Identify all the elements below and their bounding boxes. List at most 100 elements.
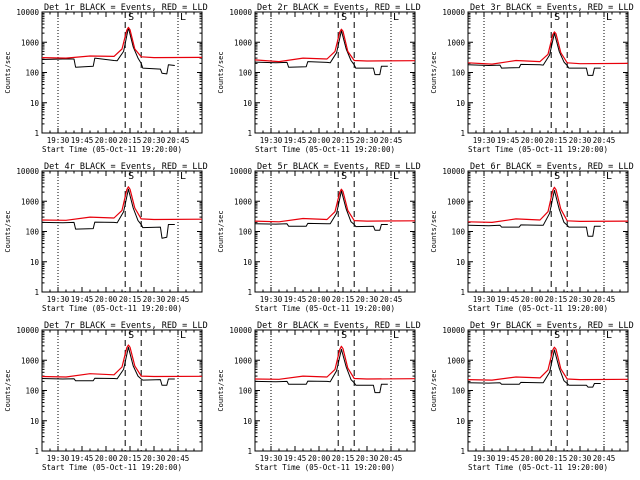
y-tick-label: 1 (247, 129, 252, 138)
y-tick-label: 1 (460, 288, 465, 297)
marker-letter-l: L (180, 171, 186, 182)
y-axis-label: Counts/sec (217, 369, 225, 411)
series-lld-line (467, 346, 629, 381)
series-lld-line (41, 186, 203, 221)
marker-letter-s: S (554, 171, 560, 182)
x-tick-label: 19:45 (71, 454, 94, 463)
panel-title: Det 6r BLACK = Events, RED = LLD (470, 162, 634, 172)
x-tick-label: 19:45 (71, 136, 94, 145)
y-tick-label: 1000 (21, 197, 40, 206)
y-tick-label: 100 (451, 387, 465, 396)
y-tick-label: 1000 (234, 38, 253, 47)
series-events-line (254, 30, 388, 76)
x-tick-label: 19:30 (473, 136, 496, 145)
y-tick-label: 1 (34, 447, 39, 456)
x-tick-label: 20:15 (545, 454, 568, 463)
x-axis-label: Start Time (05-Oct-11 19:20:00) (255, 145, 395, 154)
x-tick-label: 20:00 (308, 454, 331, 463)
x-tick-label: 20:00 (521, 136, 544, 145)
x-axis-label: Start Time (05-Oct-11 19:20:00) (468, 463, 608, 472)
x-tick-label: 20:15 (545, 136, 568, 145)
x-tick-label: 20:45 (593, 136, 616, 145)
y-tick-label: 1000 (234, 356, 253, 365)
x-tick-label: 20:00 (95, 136, 118, 145)
series-events-line (41, 346, 175, 386)
series-lld-line (254, 345, 416, 380)
y-tick-label: 1000 (21, 356, 40, 365)
y-tick-label: 100 (451, 69, 465, 78)
marker-letter-s: S (554, 12, 560, 23)
series-events-line (41, 188, 175, 239)
x-axis-label: Start Time (05-Oct-11 19:20:00) (42, 463, 182, 472)
x-tick-label: 20:00 (521, 295, 544, 304)
x-axis-label: Start Time (05-Oct-11 19:20:00) (255, 304, 395, 313)
y-tick-label: 100 (238, 69, 252, 78)
x-tick-label: 20:00 (95, 454, 118, 463)
marker-letter-s: S (128, 330, 134, 341)
y-tick-label: 10000 (229, 8, 252, 17)
y-tick-label: 10000 (229, 167, 252, 176)
y-tick-label: 10000 (16, 326, 39, 335)
x-axis-label: Start Time (05-Oct-11 19:20:00) (255, 463, 395, 472)
detector-panel-9: Det 9r BLACK = Events, RED = LLD 1 10 100 10… (430, 321, 634, 472)
marker-letter-l: L (606, 12, 612, 23)
series-lld-line (41, 26, 203, 59)
y-tick-label: 1 (460, 129, 465, 138)
y-tick-label: 1000 (447, 197, 466, 206)
marker-letter-s: S (341, 330, 347, 341)
detector-panel-6: Det 6r BLACK = Events, RED = LLD 1 10 100 10… (430, 162, 634, 313)
x-tick-label: 20:30 (569, 136, 592, 145)
x-axis-label: Start Time (05-Oct-11 19:20:00) (468, 145, 608, 154)
y-tick-label: 100 (238, 228, 252, 237)
y-tick-label: 10 (243, 99, 253, 108)
marker-letter-l: L (180, 330, 186, 341)
x-tick-label: 20:45 (380, 454, 403, 463)
x-tick-label: 19:45 (284, 454, 307, 463)
detector-panel-8: Det 8r BLACK = Events, RED = LLD 1 10 100 10… (217, 321, 421, 472)
y-axis-label: Counts/sec (4, 51, 12, 93)
y-tick-label: 10 (243, 258, 253, 267)
marker-letter-l: L (393, 330, 399, 341)
x-tick-label: 19:30 (473, 295, 496, 304)
x-tick-label: 20:00 (95, 295, 118, 304)
x-tick-label: 19:45 (284, 295, 307, 304)
y-tick-label: 100 (25, 228, 39, 237)
x-tick-label: 20:30 (143, 454, 166, 463)
marker-letter-l: L (606, 330, 612, 341)
x-tick-label: 19:45 (71, 295, 94, 304)
series-events-line (254, 190, 388, 231)
x-tick-label: 20:15 (332, 136, 355, 145)
y-tick-label: 10 (30, 258, 40, 267)
y-tick-label: 1000 (21, 38, 40, 47)
y-tick-label: 10000 (442, 326, 465, 335)
x-tick-label: 20:30 (356, 295, 379, 304)
x-tick-label: 20:30 (569, 454, 592, 463)
detector-panel-2: Det 2r BLACK = Events, RED = LLD 1 10 100 10… (217, 3, 421, 154)
x-tick-label: 19:45 (497, 295, 520, 304)
series-events-line (467, 189, 601, 237)
y-tick-label: 10000 (229, 326, 252, 335)
x-tick-label: 20:30 (143, 136, 166, 145)
marker-letter-l: L (606, 171, 612, 182)
detector-panel-4: Det 4r BLACK = Events, RED = LLD 1 10 100 10… (4, 162, 208, 313)
detector-panel-5: Det 5r BLACK = Events, RED = LLD 1 10 100 10… (217, 162, 421, 313)
x-tick-label: 19:30 (260, 295, 283, 304)
x-tick-label: 19:30 (260, 454, 283, 463)
series-lld-line (41, 344, 203, 378)
y-tick-label: 100 (238, 387, 252, 396)
y-tick-label: 100 (25, 69, 39, 78)
y-tick-label: 10 (456, 417, 466, 426)
y-tick-label: 10 (30, 417, 40, 426)
panel-title: Det 4r BLACK = Events, RED = LLD (44, 162, 208, 172)
y-tick-label: 1 (34, 288, 39, 297)
marker-letter-s: S (128, 12, 134, 23)
y-tick-label: 10 (456, 99, 466, 108)
y-tick-label: 1 (247, 447, 252, 456)
detector-panel-3: Det 3r BLACK = Events, RED = LLD 1 10 100 10… (430, 3, 634, 154)
marker-letter-l: L (180, 12, 186, 23)
panel-title: Det 5r BLACK = Events, RED = LLD (257, 162, 421, 172)
x-tick-label: 20:45 (380, 136, 403, 145)
x-axis-label: Start Time (05-Oct-11 19:20:00) (42, 304, 182, 313)
x-tick-label: 20:45 (167, 295, 190, 304)
y-tick-label: 10000 (442, 8, 465, 17)
